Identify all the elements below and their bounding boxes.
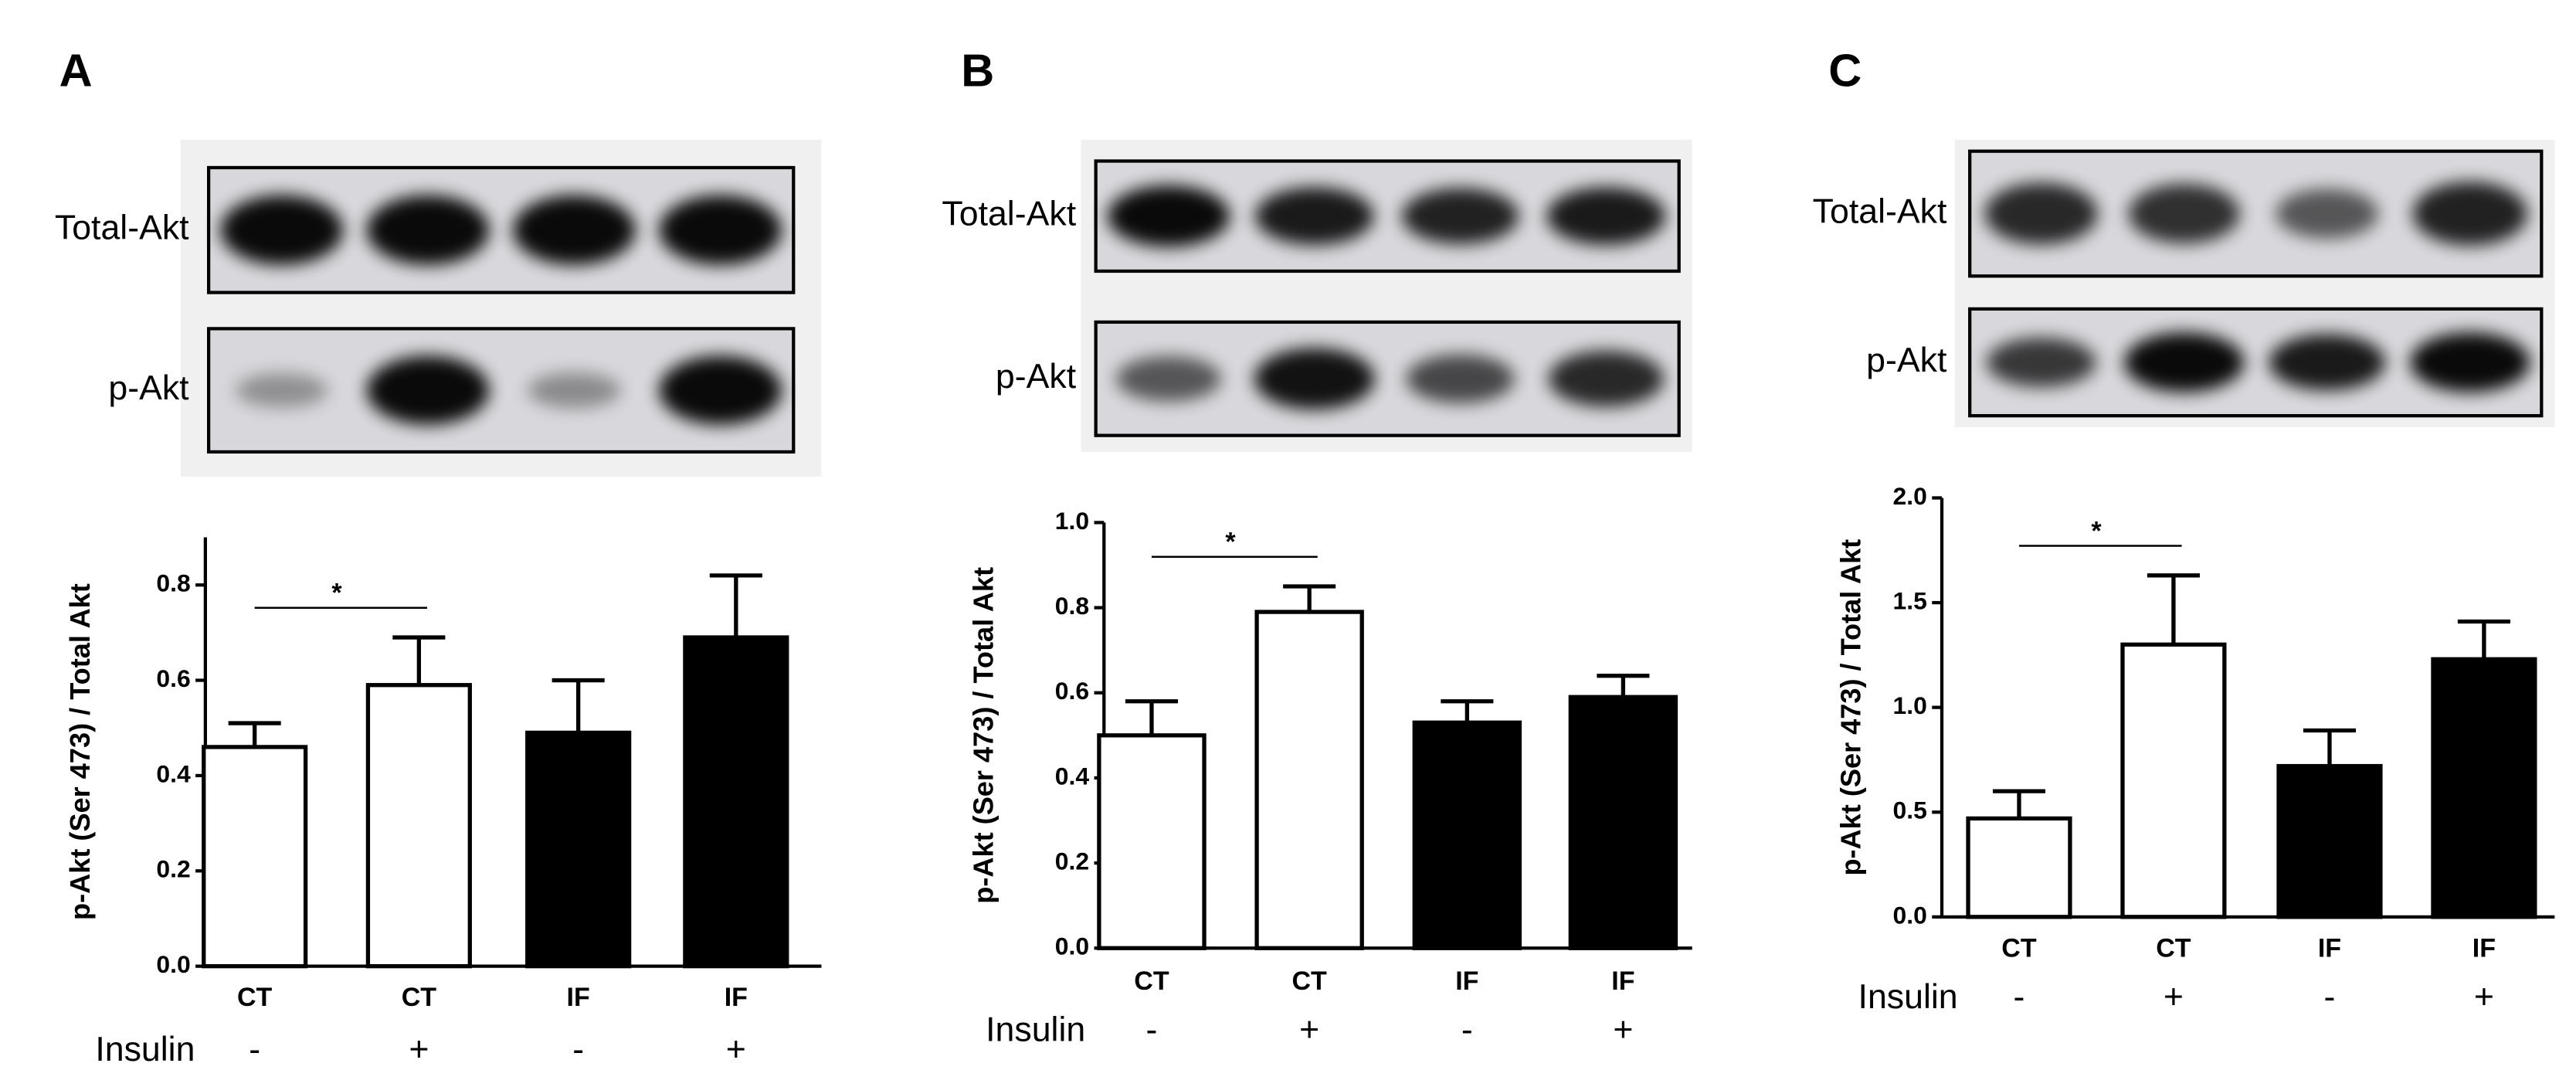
- y-tick-label: 0.6: [1055, 677, 1089, 705]
- x-tick-label: CT: [402, 983, 437, 1012]
- x-tick-label: IF: [1611, 966, 1634, 996]
- significance-label: *: [1225, 528, 1236, 557]
- insulin-sign: +: [2164, 978, 2184, 1016]
- insulin-sign: -: [2014, 978, 2025, 1016]
- chart-panel: C Total-Akt p-Akt 0.0 0.5 1.0 1.5 2.0 p-Akt (Ser…: [1813, 44, 2555, 1016]
- insulin-sign: -: [2324, 978, 2336, 1016]
- y-tick-label: 2.0: [1893, 482, 1927, 510]
- insulin-sign: -: [572, 1031, 584, 1068]
- y-axis-label: p-Akt (Ser 473) / Total Akt: [1835, 539, 1867, 876]
- y-tick-label: 1.5: [1893, 586, 1927, 614]
- y-tick-label: 0.4: [156, 759, 191, 787]
- blot-band: [220, 195, 344, 266]
- x-tick-label: IF: [2318, 933, 2341, 963]
- bar: [683, 635, 789, 969]
- blot-band: [659, 195, 782, 266]
- insulin-sign: +: [1613, 1011, 1633, 1049]
- y-tick-label: 1.0: [1893, 691, 1927, 719]
- y-tick-label: 0.5: [1893, 797, 1927, 824]
- x-tick-label: CT: [2001, 933, 2037, 963]
- bar: [1254, 610, 1364, 950]
- bar: [1097, 733, 1207, 950]
- blot-band: [1254, 187, 1374, 246]
- insulin-sign: +: [726, 1031, 746, 1068]
- x-tick-label: CT: [2156, 933, 2191, 963]
- blot-band: [1406, 354, 1515, 403]
- insulin-sign: -: [1146, 1011, 1158, 1049]
- y-tick-label: 0.0: [1055, 932, 1089, 960]
- blot-label: p-Akt: [1866, 341, 1947, 379]
- blot-label: Total-Akt: [942, 195, 1076, 233]
- bar: [365, 683, 472, 969]
- bar: [1568, 695, 1678, 950]
- bar: [202, 745, 308, 969]
- x-tick-label: IF: [2472, 933, 2496, 963]
- insulin-label: Insulin: [95, 1031, 195, 1068]
- x-tick-label: CT: [1291, 966, 1327, 996]
- blot-label: Total-Akt: [1813, 192, 1947, 230]
- insulin-sign: -: [1461, 1011, 1473, 1049]
- y-tick-label: 0.0: [1893, 901, 1927, 929]
- x-tick-label: IF: [725, 983, 748, 1012]
- y-tick-label: 0.8: [156, 569, 190, 597]
- bar: [525, 730, 632, 969]
- x-tick-label: IF: [567, 983, 590, 1012]
- blot-band: [1546, 187, 1666, 246]
- blot-band: [2410, 332, 2530, 392]
- x-tick-label: CT: [1134, 966, 1169, 996]
- insulin-sign: +: [2474, 978, 2494, 1016]
- blot-label: p-Akt: [996, 358, 1077, 396]
- blot-band: [1107, 185, 1230, 247]
- blot-band: [1401, 188, 1519, 245]
- blot-band: [659, 355, 782, 425]
- panel-label: A: [59, 44, 93, 96]
- panel-label: B: [961, 44, 994, 96]
- blot-band: [528, 372, 621, 409]
- significance-label: *: [2091, 516, 2102, 545]
- blot-band: [1116, 355, 1221, 402]
- bar: [2431, 657, 2537, 919]
- significance-label: *: [331, 579, 342, 608]
- blot-band: [2269, 334, 2386, 391]
- y-tick-label: 0.8: [1055, 592, 1089, 620]
- blot-band: [366, 195, 490, 266]
- insulin-label: Insulin: [986, 1011, 1085, 1049]
- chart-panel: A Total-Akt p-Akt 0.0 0.2 0.4 0.6 0.8 p-Akt (Ser…: [55, 44, 822, 1068]
- bar: [2276, 763, 2383, 919]
- chart-panel: B Total-Akt p-Akt 0.0 0.2 0.4 0.6 0.8 1.0 p-Akt (…: [942, 44, 1692, 1049]
- blot-band: [2124, 332, 2245, 392]
- insulin-sign: -: [249, 1031, 260, 1068]
- y-tick-label: 0.4: [1055, 762, 1090, 790]
- y-tick-label: 0.2: [1055, 848, 1089, 875]
- y-tick-label: 0.0: [156, 950, 190, 978]
- panel-label: C: [1828, 44, 1862, 96]
- blot-band: [2128, 183, 2240, 244]
- blot-band: [1254, 348, 1375, 410]
- blot-label: Total-Akt: [55, 209, 189, 247]
- blot-band: [1986, 337, 2096, 388]
- y-tick-label: 0.2: [156, 855, 190, 883]
- insulin-sign: +: [409, 1031, 429, 1068]
- insulin-label: Insulin: [1858, 978, 1958, 1016]
- x-tick-label: IF: [1455, 966, 1478, 996]
- insulin-sign: +: [1299, 1011, 1319, 1049]
- blot-band: [366, 355, 490, 425]
- blot-band: [236, 372, 328, 408]
- y-tick-label: 1.0: [1055, 507, 1089, 535]
- bar: [2120, 642, 2227, 919]
- blot-band: [1984, 182, 2098, 245]
- blot-band: [1548, 350, 1665, 407]
- bar: [1966, 816, 2072, 919]
- blot-band: [512, 195, 636, 266]
- bar: [1412, 720, 1522, 950]
- y-tick-label: 0.6: [156, 664, 190, 692]
- blot-band: [2276, 189, 2379, 239]
- blot-label: p-Akt: [108, 369, 189, 407]
- y-axis-label: p-Akt (Ser 473) / Total Akt: [64, 583, 96, 920]
- y-axis-label: p-Akt (Ser 473) / Total Akt: [968, 567, 1000, 904]
- x-tick-label: CT: [237, 983, 273, 1012]
- blot-band: [2412, 182, 2528, 246]
